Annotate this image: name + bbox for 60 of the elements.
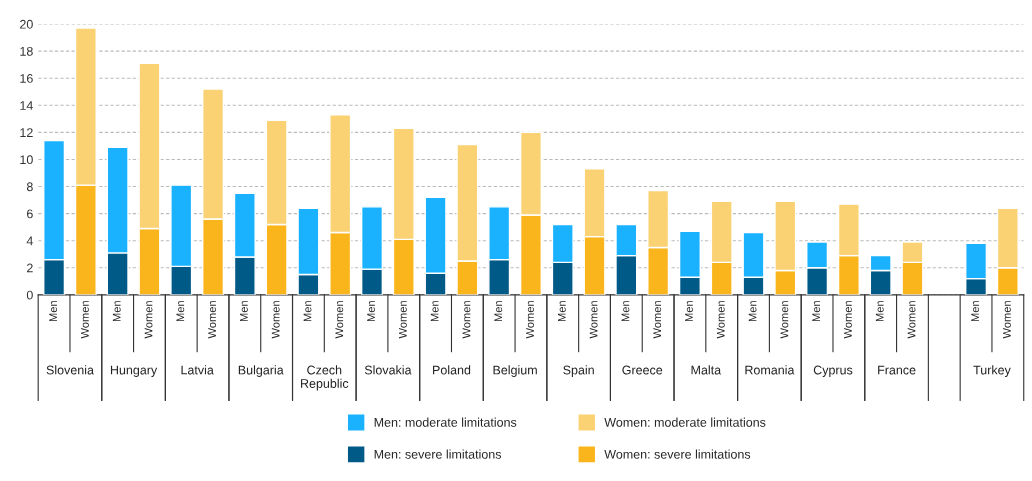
x-tick-label: Women bbox=[208, 301, 217, 339]
text: Spain bbox=[563, 365, 594, 377]
text: Hungary bbox=[110, 365, 158, 377]
y-tick-label: 4 bbox=[26, 236, 33, 246]
legend-label: Women: severe limitations bbox=[604, 449, 751, 459]
text: Turkey bbox=[973, 365, 1011, 377]
legend-label: Women: moderate limitations bbox=[604, 417, 766, 427]
x-tick-label: Men bbox=[49, 301, 58, 322]
x-tick-label: Men bbox=[621, 301, 630, 322]
x-tick-label: Men bbox=[494, 301, 503, 322]
x-tick-label: Women bbox=[462, 301, 471, 339]
y-tick-label: 18 bbox=[20, 46, 33, 56]
legend-label: Men: severe limitations bbox=[374, 449, 502, 459]
text: Czech Republic bbox=[301, 365, 349, 391]
y-tick-label: 10 bbox=[20, 155, 33, 165]
x-tick-label: Men bbox=[875, 301, 884, 322]
x-tick-label: Women bbox=[1003, 301, 1011, 339]
x-tick-label: Men bbox=[971, 301, 980, 322]
x-tick-label: Women bbox=[907, 301, 916, 339]
y-tick-label: 6 bbox=[27, 209, 33, 219]
x-tick-label: Women bbox=[526, 301, 534, 339]
y-tick-label: 20 bbox=[20, 19, 33, 29]
text: Belgium bbox=[493, 365, 537, 377]
x-tick-label: Men bbox=[176, 301, 185, 322]
text: Romania bbox=[745, 365, 795, 375]
y-tick-label: 14 bbox=[20, 101, 33, 110]
text: Slovakia bbox=[364, 365, 412, 375]
x-tick-label: Men bbox=[430, 301, 439, 322]
x-tick-label: Women bbox=[780, 301, 789, 339]
text: Cyprus bbox=[813, 365, 853, 377]
legend-label: Men: moderate limitations bbox=[374, 417, 517, 427]
x-tick-label: Men bbox=[112, 301, 121, 322]
x-tick-label: Men bbox=[557, 301, 566, 322]
x-tick-label: Men bbox=[303, 301, 312, 322]
text: Slovenia bbox=[46, 365, 94, 375]
y-tick-label: 2 bbox=[27, 263, 33, 273]
x-tick-label: Men bbox=[240, 301, 248, 322]
y-tick-label: 16 bbox=[20, 74, 33, 83]
x-tick-label: Women bbox=[399, 301, 407, 339]
x-tick-label: Men bbox=[812, 301, 821, 322]
x-tick-label: Men bbox=[685, 301, 693, 322]
y-tick-label: 12 bbox=[20, 128, 33, 137]
text: Poland bbox=[433, 365, 471, 375]
x-tick-label: Women bbox=[271, 301, 280, 339]
y-tick-label: 0 bbox=[26, 290, 33, 300]
x-tick-label: Men bbox=[748, 301, 757, 322]
x-tick-label: Women bbox=[144, 301, 153, 339]
x-tick-label: Men bbox=[367, 301, 375, 322]
text: Bulgaria bbox=[238, 365, 284, 377]
text: Malta bbox=[691, 365, 722, 375]
x-tick-label: Women bbox=[81, 301, 89, 339]
y-tick-label: 8 bbox=[26, 182, 33, 192]
text: France bbox=[878, 365, 916, 375]
text: Greece bbox=[622, 365, 663, 375]
text: Latvia bbox=[181, 365, 214, 375]
x-tick-label: Women bbox=[335, 301, 344, 339]
x-tick-label: Women bbox=[653, 301, 662, 339]
x-tick-label: Women bbox=[844, 301, 852, 339]
x-tick-label: Women bbox=[716, 301, 725, 339]
x-tick-label: Women bbox=[589, 301, 598, 339]
